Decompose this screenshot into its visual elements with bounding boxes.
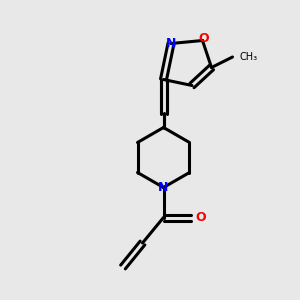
Text: N: N: [158, 181, 169, 194]
Text: O: O: [195, 211, 206, 224]
Text: N: N: [166, 37, 176, 50]
Text: O: O: [199, 32, 209, 46]
Text: CH₃: CH₃: [240, 52, 258, 62]
